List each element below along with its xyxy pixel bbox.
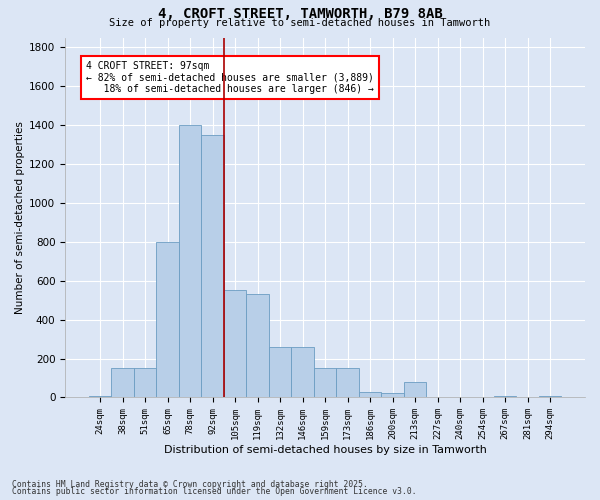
Bar bbox=[404, 382, 427, 398]
Text: 4 CROFT STREET: 97sqm
← 82% of semi-detached houses are smaller (3,889)
   18% o: 4 CROFT STREET: 97sqm ← 82% of semi-deta… bbox=[86, 61, 374, 94]
Bar bbox=[224, 290, 247, 398]
Bar bbox=[269, 347, 292, 398]
Bar bbox=[337, 368, 359, 398]
Bar bbox=[494, 396, 517, 398]
Text: Contains HM Land Registry data © Crown copyright and database right 2025.: Contains HM Land Registry data © Crown c… bbox=[12, 480, 368, 489]
Bar bbox=[359, 392, 382, 398]
Bar bbox=[382, 392, 404, 398]
Y-axis label: Number of semi-detached properties: Number of semi-detached properties bbox=[15, 121, 25, 314]
Bar bbox=[539, 396, 562, 398]
Bar bbox=[111, 368, 134, 398]
Bar bbox=[247, 294, 269, 398]
Text: 4, CROFT STREET, TAMWORTH, B79 8AB: 4, CROFT STREET, TAMWORTH, B79 8AB bbox=[158, 8, 442, 22]
Text: Size of property relative to semi-detached houses in Tamworth: Size of property relative to semi-detach… bbox=[109, 18, 491, 28]
Bar bbox=[89, 396, 111, 398]
Text: Contains public sector information licensed under the Open Government Licence v3: Contains public sector information licen… bbox=[12, 487, 416, 496]
Bar bbox=[179, 125, 201, 398]
Bar bbox=[201, 135, 224, 398]
Bar bbox=[134, 368, 156, 398]
Bar bbox=[156, 242, 179, 398]
Bar bbox=[314, 368, 337, 398]
Bar bbox=[292, 347, 314, 398]
X-axis label: Distribution of semi-detached houses by size in Tamworth: Distribution of semi-detached houses by … bbox=[164, 445, 487, 455]
